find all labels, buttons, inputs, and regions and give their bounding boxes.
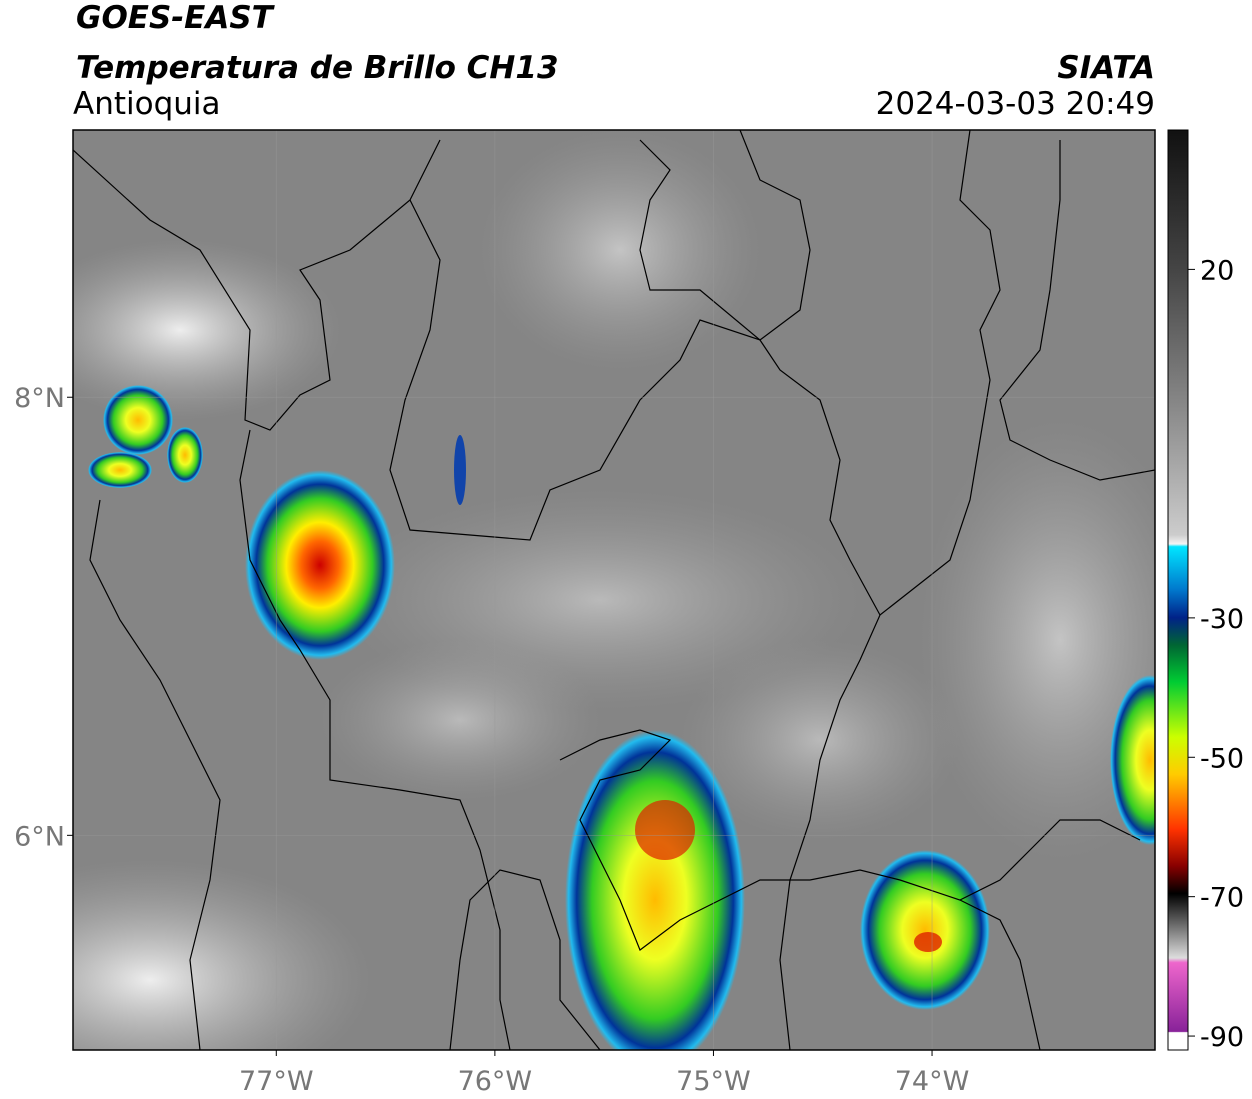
map-image [73, 130, 1155, 1050]
title: GOES-EAST [76, 0, 276, 36]
datetime: 2024-03-03 20:49 [876, 86, 1155, 122]
colorbar-tick-label: -50 [1200, 743, 1244, 774]
x-tick-label: 75°W [676, 1066, 751, 1097]
subtitle: Temperatura de Brillo CH13 [76, 50, 559, 86]
x-tick-label: 77°W [239, 1066, 314, 1097]
colorbar-tick-label: -70 [1200, 883, 1244, 914]
colorbar-tick-label: -30 [1200, 604, 1244, 635]
y-tick-label: 8°N [14, 383, 65, 414]
region: Antioquia [73, 86, 221, 122]
x-tick-label: 74°W [895, 1066, 970, 1097]
colorbar-tick-label: 20 [1200, 255, 1234, 286]
y-tick-label: 6°N [14, 821, 65, 852]
x-tick-label: 76°W [458, 1066, 533, 1097]
colorbar-tick-label: -90 [1200, 1022, 1244, 1053]
source: SIATA [1057, 50, 1155, 86]
colorbar [1167, 129, 1189, 1051]
map-frame [72, 129, 1156, 1051]
grid [73, 130, 1155, 1050]
